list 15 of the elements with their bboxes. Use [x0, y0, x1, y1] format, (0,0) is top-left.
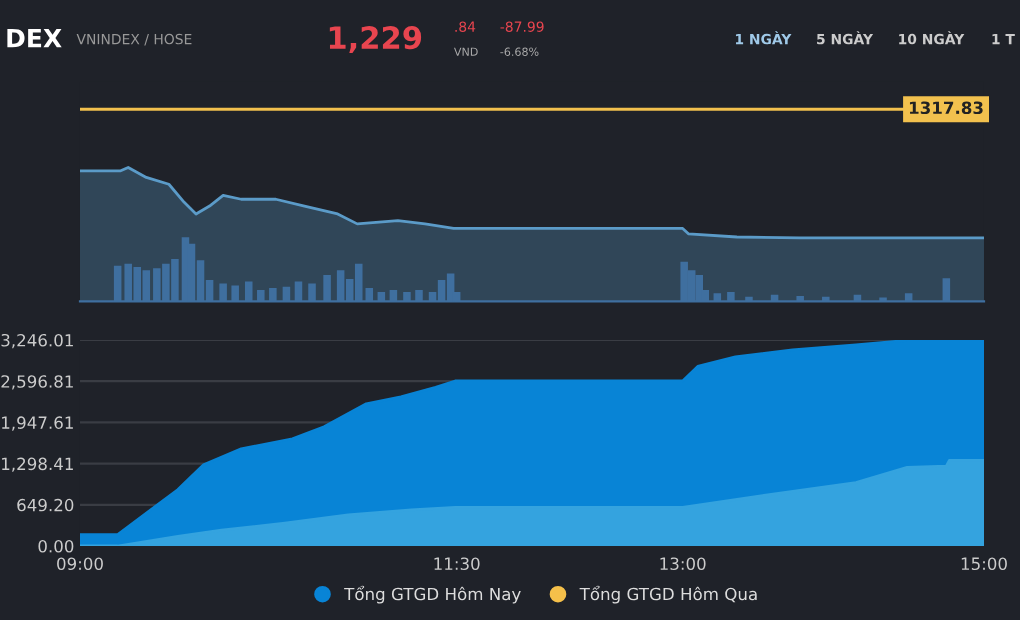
y-tick-label: 3,246.01: [1, 333, 73, 349]
text: 1,229: [329, 26, 422, 54]
y-tick-label: 2,596.81: [1, 375, 73, 390]
y-tick-label: 1,947.61: [2, 416, 73, 431]
x-tick-label: 09:00: [57, 557, 103, 571]
legend-label: Tổng GTGD Hôm Nay: [344, 585, 521, 604]
x-tick-label: 11:30: [434, 557, 480, 571]
y-tick-label: 1,298.41: [2, 457, 73, 472]
y-tick-label: 0.00: [38, 539, 74, 553]
x-tick-label: 13:00: [660, 557, 706, 571]
text: 1317.83: [909, 101, 983, 115]
chart-title: DEX: [7, 28, 62, 48]
legend-label: Tổng GTGD Hôm Qua: [579, 585, 757, 604]
x-tick-label: 15:00: [961, 557, 1007, 571]
y-tick-label: 649.20: [17, 498, 74, 512]
